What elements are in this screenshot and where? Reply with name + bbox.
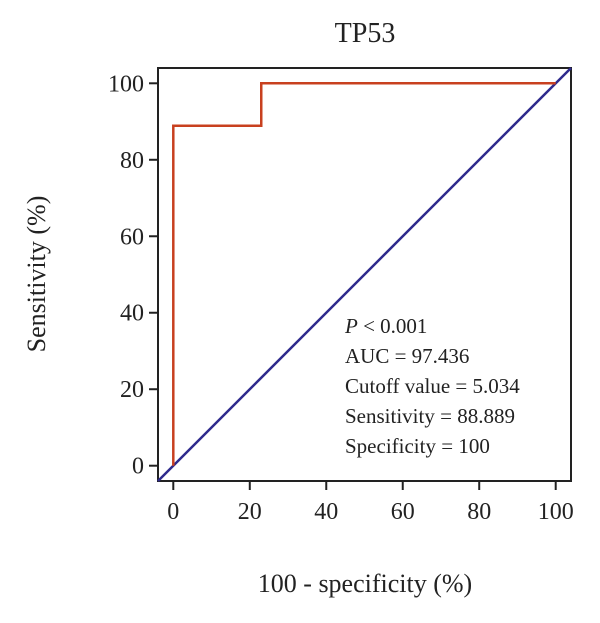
annotation-auc: AUC = 97.436 [345, 344, 469, 368]
y-tick-label: 100 [108, 71, 144, 97]
annotation-specificity: Specificity = 100 [345, 434, 490, 458]
reference-diagonal-line [157, 67, 572, 482]
x-axis-label: 100 - specificity (%) [258, 569, 472, 598]
y-tick-label: 80 [120, 148, 144, 174]
annotation-sensitivity: Sensitivity = 88.889 [345, 404, 515, 428]
y-tick-label: 20 [120, 377, 144, 403]
series-layer [157, 67, 572, 482]
y-axis-ticks: 0 20 40 60 80 100 [108, 71, 158, 480]
stats-annotation: P < 0.001 AUC = 97.436 Cutoff value = 5.… [344, 314, 520, 458]
x-tick-label: 60 [391, 499, 415, 525]
x-tick-label: 0 [167, 499, 179, 525]
x-tick-label: 20 [238, 499, 262, 525]
x-tick-label: 80 [467, 499, 491, 525]
chart-title: TP53 [335, 18, 396, 49]
y-axis-label: Sensitivity (%) [22, 196, 51, 353]
x-tick-label: 100 [538, 499, 574, 525]
p-symbol: P [344, 314, 358, 338]
y-tick-label: 60 [120, 224, 144, 250]
annotation-cutoff: Cutoff value = 5.034 [345, 374, 520, 398]
y-tick-label: 40 [120, 301, 144, 327]
x-tick-label: 40 [314, 499, 338, 525]
annotation-p-value: P < 0.001 [344, 314, 427, 338]
roc-curve-line [172, 82, 556, 466]
y-tick-label: 0 [132, 454, 144, 480]
p-value-text: < 0.001 [358, 314, 428, 338]
plot-frame [157, 67, 572, 482]
x-axis-ticks: 0 20 40 60 80 100 [167, 481, 574, 525]
